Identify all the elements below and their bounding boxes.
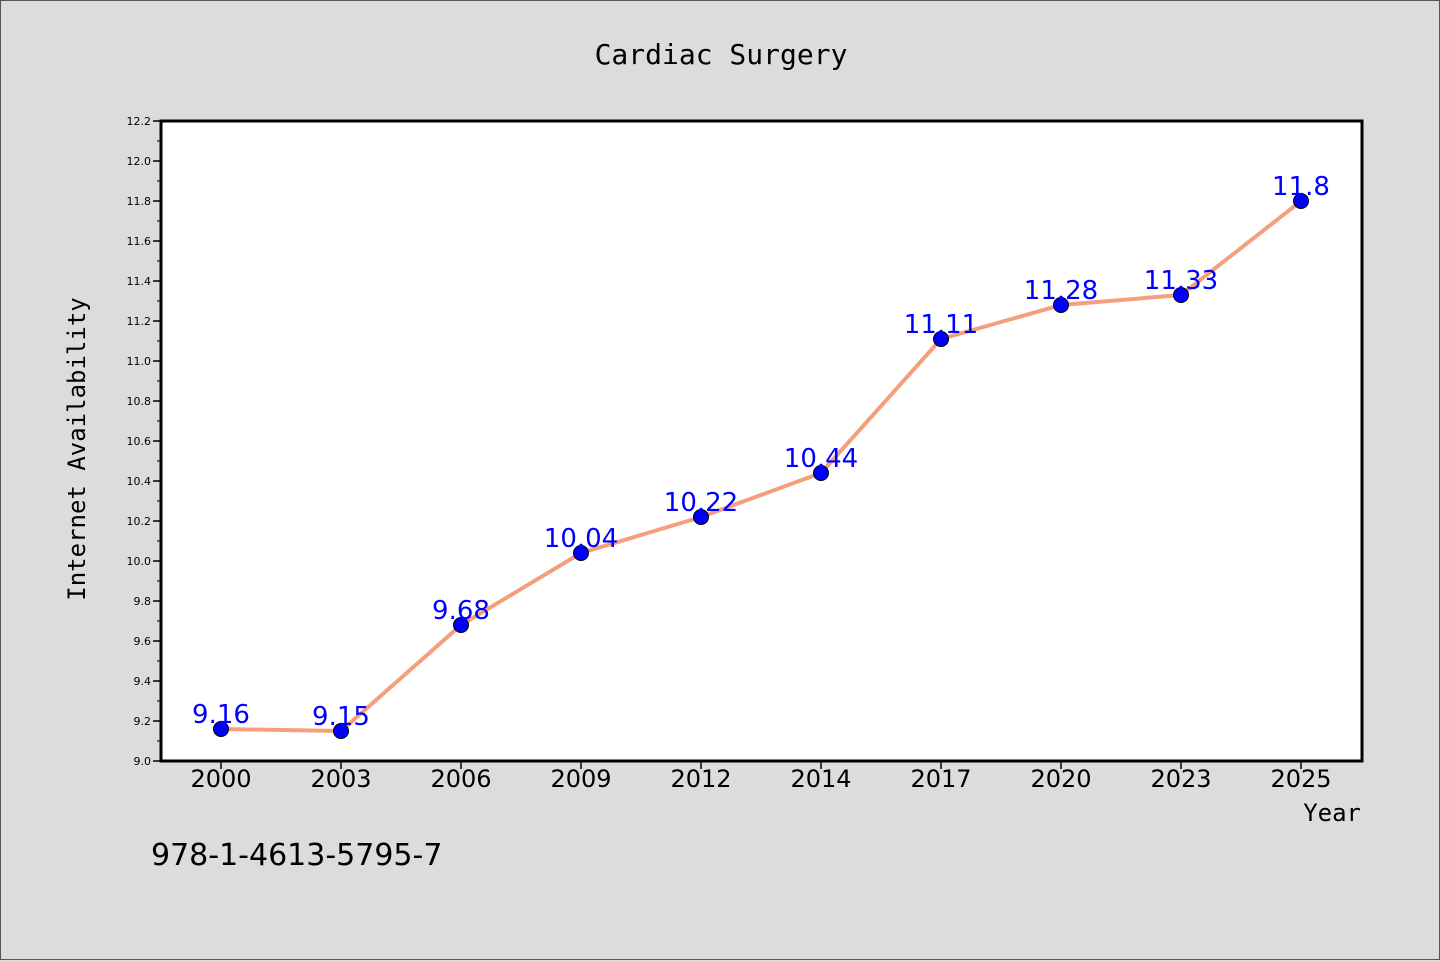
- y-tick-label: 9.4: [134, 675, 152, 688]
- data-point: [933, 331, 949, 347]
- x-tick-label: 2023: [1150, 765, 1211, 793]
- data-point: [1293, 193, 1309, 209]
- plot-area: [159, 119, 1364, 763]
- y-tick-label: 11.6: [127, 235, 152, 248]
- y-tick-label: 12.0: [127, 155, 152, 168]
- data-point: [333, 723, 349, 739]
- data-point: [573, 545, 589, 561]
- data-label: 11.8: [1272, 172, 1330, 202]
- data-label: 9.16: [192, 700, 250, 730]
- y-tick-label: 9.6: [134, 635, 152, 648]
- data-label: 9.68: [432, 596, 490, 626]
- y-tick-label: 9.8: [134, 595, 152, 608]
- data-point: [693, 509, 709, 525]
- x-axis-label: Year: [1303, 799, 1361, 827]
- x-tick-label: 2014: [790, 765, 851, 793]
- y-tick-label: 11.4: [127, 275, 152, 288]
- data-point: [1173, 287, 1189, 303]
- data-labels: 9.16 9.15 9.68 10.04 10.22 10.44 11.11 11.28 11.…: [192, 172, 1330, 732]
- data-point: [213, 721, 229, 737]
- x-tick-label: 2012: [670, 765, 731, 793]
- data-point: [1053, 297, 1069, 313]
- isbn-label: 978-1-4613-5795-7: [151, 838, 442, 873]
- y-tick-label: 11.2: [127, 315, 152, 328]
- x-tick-label: 2020: [1030, 765, 1091, 793]
- data-point: [813, 465, 829, 481]
- data-label: 10.44: [784, 444, 858, 474]
- x-tick-label: 2003: [310, 765, 371, 793]
- data-label: 10.04: [544, 524, 618, 554]
- y-axis-label: Internet Availability: [63, 297, 91, 600]
- y-tick-label: 12.2: [127, 115, 152, 128]
- data-label: 10.22: [664, 488, 738, 518]
- data-point: [453, 617, 469, 633]
- y-tick-label: 10.2: [127, 515, 152, 528]
- x-tick-label: 2006: [430, 765, 491, 793]
- chart-title: Cardiac Surgery: [595, 38, 848, 71]
- y-tick-label: 10.8: [127, 395, 152, 408]
- y-tick-label: 11.0: [127, 355, 152, 368]
- y-tick-label: 10.0: [127, 555, 152, 568]
- x-tick-label: 2009: [550, 765, 611, 793]
- series-line: [220, 199, 1303, 733]
- x-tick-label: 2000: [190, 765, 251, 793]
- y-tick-label: 9.2: [134, 715, 152, 728]
- data-label: 11.11: [904, 310, 978, 340]
- y-tick-label: 10.6: [127, 435, 152, 448]
- y-axis: 9.0 9.2 9.4 9.6 9.8 10.0 10.2 10.4 10.6 10.8 11.0 1…: [127, 115, 161, 768]
- data-label: 11.33: [1144, 266, 1218, 296]
- series-layer: [213, 193, 1309, 739]
- y-tick-label: 9.0: [134, 755, 152, 768]
- y-tick-label: 10.4: [127, 475, 152, 488]
- data-label: 11.28: [1024, 276, 1098, 306]
- y-tick-label: 11.8: [127, 195, 152, 208]
- x-tick-label: 2017: [910, 765, 971, 793]
- data-label: 9.15: [312, 702, 370, 732]
- x-axis: 2000 2003 2006 2009 2012 2014 2017 2020 2023 2025: [190, 761, 1332, 793]
- x-tick-label: 2025: [1270, 765, 1331, 793]
